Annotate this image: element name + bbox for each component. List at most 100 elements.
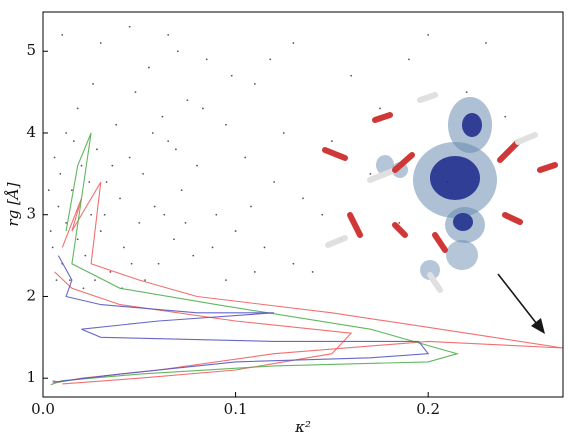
scatter-point <box>369 172 372 175</box>
scatter-point <box>398 221 401 224</box>
scatter-point <box>153 205 156 208</box>
scatter-point <box>201 107 204 110</box>
scatter-point <box>47 189 50 192</box>
scatter-point <box>76 238 79 241</box>
scatter-point <box>350 74 353 77</box>
scatter-point <box>253 83 256 85</box>
plot-area <box>47 25 564 386</box>
scatter-point <box>186 99 189 102</box>
trajectory-line <box>54 271 353 385</box>
scatter-point <box>128 156 131 159</box>
scatter-point <box>111 164 114 167</box>
scatter-point <box>55 279 58 282</box>
scatter-point <box>92 83 94 85</box>
scatter-point <box>292 262 295 265</box>
scatter-point <box>311 271 314 273</box>
scatter-point <box>321 213 324 216</box>
scatter-point <box>302 197 304 200</box>
scatter-point <box>176 50 179 53</box>
scatter-point <box>215 213 218 216</box>
scatter-point <box>49 230 52 232</box>
scatter-point <box>184 221 187 224</box>
scatter-point <box>94 279 96 282</box>
scatter-point <box>250 205 252 208</box>
scatter-point <box>109 271 112 273</box>
x-axis-label: κ² <box>294 418 311 436</box>
scatter-point <box>211 246 214 249</box>
scatter-point <box>205 58 208 61</box>
scatter-point <box>225 279 227 282</box>
scatter-point <box>465 91 468 94</box>
scatter-point <box>128 25 131 28</box>
scatter-point <box>144 279 146 282</box>
scatter-point <box>292 42 295 44</box>
scatter-point <box>119 197 121 200</box>
scatter-point <box>53 156 56 159</box>
scatter-point <box>61 33 64 36</box>
trajectory-line <box>50 132 460 386</box>
scatter-point <box>230 74 233 77</box>
scatter-point <box>253 271 256 273</box>
scatter-point <box>269 58 272 61</box>
scatter-point <box>65 132 68 134</box>
scatter-point <box>263 246 266 249</box>
scatter-point <box>59 172 62 175</box>
scatter-point <box>282 132 285 134</box>
y-tick-label: 3 <box>26 205 36 223</box>
scatter-point <box>84 254 87 257</box>
scatter-point <box>173 238 175 241</box>
x-tick-label: 0.0 <box>31 400 55 418</box>
scatter-point <box>134 91 137 94</box>
scatter-point <box>330 140 333 143</box>
scatter-point <box>234 230 237 232</box>
y-axis-label: rg [Å] <box>4 182 22 226</box>
scatter-point <box>142 172 145 175</box>
trajectory-line <box>52 255 430 383</box>
scatter-point <box>151 132 154 134</box>
scatter-point <box>427 33 430 36</box>
scatter-point <box>504 115 507 118</box>
scatter-point <box>88 181 91 183</box>
scatter-point <box>167 33 170 36</box>
scatter-point <box>180 189 183 192</box>
scatter-point <box>157 262 160 265</box>
scatter-point <box>82 287 85 290</box>
scatter-point <box>161 115 164 118</box>
scatter-point <box>99 42 102 44</box>
scatter-point <box>244 156 247 159</box>
scatter-point <box>103 213 106 216</box>
scatter-point <box>225 123 227 126</box>
scatter-point <box>115 123 118 126</box>
scatter-point <box>65 221 68 224</box>
scatter-point <box>130 262 133 265</box>
scatter-point <box>90 213 93 216</box>
scatter-point <box>70 189 73 192</box>
scatter-point <box>69 279 71 282</box>
trajectory-line <box>52 181 564 383</box>
scatter-point <box>96 148 98 151</box>
y-tick-label: 1 <box>26 368 36 386</box>
scatter-point <box>76 107 79 110</box>
scatter-point <box>80 164 83 167</box>
x-tick-label: 0.1 <box>224 400 248 418</box>
scatter-point <box>51 246 54 249</box>
scatter-point <box>99 230 102 232</box>
axes-frame <box>42 11 564 398</box>
scatter-point <box>138 221 141 224</box>
scatter-point <box>122 246 125 249</box>
y-tick-label: 4 <box>26 123 36 141</box>
scatter-point <box>273 181 276 183</box>
y-tick-label: 5 <box>26 41 36 59</box>
x-tick-label: 0.2 <box>416 400 440 418</box>
scatter-point <box>192 254 195 257</box>
scatter-point <box>196 164 198 167</box>
scatter-point <box>72 140 75 143</box>
y-tick-label: 2 <box>26 286 36 304</box>
scatter-point <box>57 205 60 208</box>
scatter-point <box>163 213 166 216</box>
scatter-point <box>174 148 177 151</box>
scatter-point <box>148 66 150 69</box>
scatter-point <box>105 181 108 183</box>
scatter-point <box>167 140 170 143</box>
